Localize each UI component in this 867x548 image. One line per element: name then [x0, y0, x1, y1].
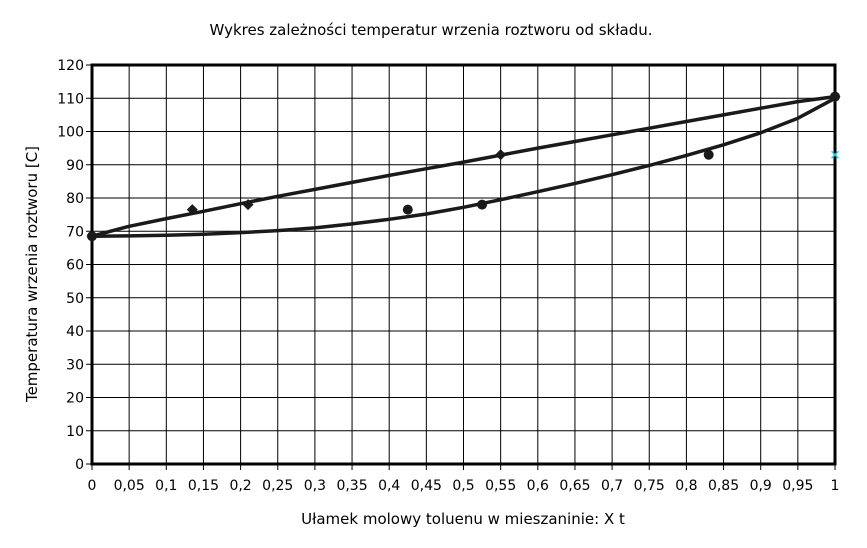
- circle-point: [477, 199, 488, 210]
- y-tick-label: 100: [57, 125, 84, 141]
- cross-stroke: [830, 150, 840, 159]
- x-tick-label: 0,5: [452, 478, 474, 494]
- cross-point: [830, 150, 840, 159]
- y-tick-label: 0: [75, 457, 84, 473]
- x-tick-label: 0,75: [634, 478, 665, 494]
- x-tick-label: 0,2: [229, 478, 251, 494]
- x-tick-label: 0,45: [411, 478, 442, 494]
- x-tick-label: 0,25: [262, 478, 293, 494]
- y-tick-label: 110: [57, 91, 84, 107]
- x-tick-label: 0,35: [336, 478, 367, 494]
- x-tick-label: 0,65: [559, 478, 590, 494]
- x-tick-label: 0,7: [601, 478, 623, 494]
- series-layer: [86, 91, 841, 242]
- diamond-point: [242, 199, 254, 211]
- x-tick-label: 0,1: [155, 478, 177, 494]
- x-tick-label: 0,6: [527, 478, 549, 494]
- x-tick-label: 0,95: [782, 478, 813, 494]
- diamond-point: [495, 149, 507, 161]
- series-line-2: [90, 96, 837, 238]
- y-tick-label: 80: [66, 191, 84, 207]
- y-tick-label: 10: [66, 424, 84, 440]
- y-axis: 0 10 20 30 40 50 60 70 80 90 100 110 120: [57, 58, 92, 473]
- gridlines: [92, 65, 835, 464]
- circle-point: [703, 149, 714, 160]
- x-tick-label: 0,85: [708, 478, 739, 494]
- series-line-1: [90, 94, 837, 238]
- chart-title: Wykres zależności temperatur wrzenia roz…: [210, 21, 653, 39]
- y-axis-label: Temperatura wrzenia roztworu [C]: [23, 146, 41, 403]
- diamond-point: [186, 204, 198, 216]
- y-tick-label: 70: [66, 224, 84, 240]
- y-tick-label: 90: [66, 158, 84, 174]
- x-tick-label: 1: [831, 478, 840, 494]
- x-tick-label: 0,15: [188, 478, 219, 494]
- y-tick-label: 20: [66, 391, 84, 407]
- x-tick-label: 0,3: [304, 478, 326, 494]
- y-tick-label: 30: [66, 357, 84, 373]
- x-tick-label: 0,55: [485, 478, 516, 494]
- x-tick-label: 0,05: [114, 478, 145, 494]
- x-axis: 0 0,05 0,1 0,15 0,2 0,25 0,3 0,35 0,4 0,45 0,5 0,55…: [88, 464, 840, 494]
- x-tick-label: 0: [88, 478, 97, 494]
- y-tick-label: 50: [66, 291, 84, 307]
- y-tick-label: 120: [57, 58, 84, 74]
- circle-point: [830, 91, 840, 102]
- circle-point: [402, 204, 413, 215]
- x-tick-label: 0,9: [750, 478, 772, 494]
- x-axis-label: Ułamek molowy toluenu w mieszaninie: X t: [301, 510, 625, 528]
- x-tick-label: 0,4: [378, 478, 400, 494]
- x-tick-label: 0,8: [675, 478, 697, 494]
- y-tick-label: 40: [66, 324, 84, 340]
- y-tick-label: 60: [66, 258, 84, 274]
- circle-point: [87, 231, 97, 242]
